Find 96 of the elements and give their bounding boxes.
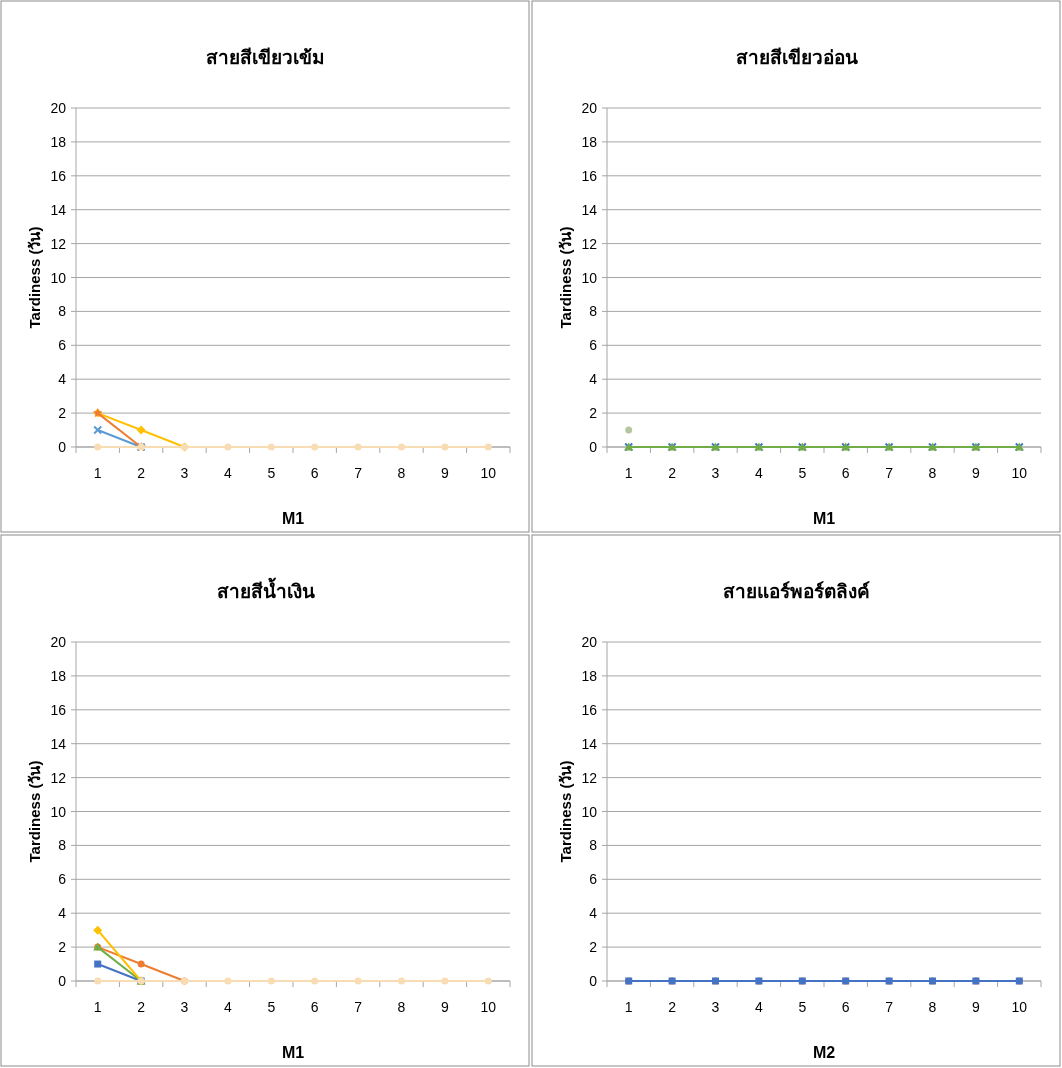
x-tick-label: 9	[441, 999, 449, 1015]
x-tick-label: 1	[624, 999, 633, 1015]
y-tick-label: 20	[50, 100, 67, 116]
y-tick-label: 14	[50, 201, 67, 218]
y-tick-label: 0	[58, 973, 67, 989]
y-tick-label: 14	[581, 201, 598, 218]
y-tick-label: 2	[58, 405, 67, 422]
y-tick-label: 12	[50, 769, 67, 786]
x-tick-label: 5	[798, 465, 807, 481]
y-tick-label: 16	[50, 167, 67, 184]
x-axis-title: M2	[812, 1044, 836, 1061]
y-tick-label: 6	[58, 337, 67, 354]
y-axis-title: Tardiness (วัน)	[557, 226, 574, 329]
x-tick-label: 5	[798, 999, 807, 1015]
y-tick-label: 16	[581, 701, 598, 718]
y-tick-label: 16	[581, 167, 598, 184]
x-tick-label: 7	[885, 999, 894, 1015]
x-tick-label: 1	[624, 465, 633, 481]
y-tick-label: 4	[58, 371, 67, 388]
y-tick-label: 8	[58, 837, 67, 854]
x-tick-label: 8	[397, 465, 406, 481]
x-tick-label: 3	[711, 999, 720, 1015]
x-tick-label: 10	[480, 465, 497, 481]
x-tick-label: 9	[972, 999, 980, 1015]
y-tick-label: 12	[581, 769, 598, 786]
y-tick-label: 18	[50, 667, 67, 684]
chart-title: สายสีน้ำเงิน	[216, 577, 315, 602]
x-tick-label: 3	[180, 999, 189, 1015]
y-tick-label: 10	[50, 803, 67, 820]
y-tick-label: 6	[589, 337, 598, 354]
x-tick-label: 7	[354, 465, 363, 481]
y-tick-label: 18	[581, 133, 598, 150]
y-tick-label: 16	[50, 701, 67, 718]
y-tick-label: 14	[581, 735, 598, 752]
x-tick-label: 5	[267, 999, 276, 1015]
y-tick-label: 10	[50, 269, 67, 286]
x-tick-label: 4	[224, 999, 232, 1015]
x-tick-label: 7	[885, 465, 894, 481]
x-tick-label: 6	[841, 999, 850, 1015]
x-tick-label: 3	[711, 465, 720, 481]
y-tick-label: 6	[58, 871, 67, 888]
x-tick-label: 3	[180, 465, 189, 481]
y-tick-label: 6	[589, 871, 598, 888]
chart-title: สายแอร์พอร์ตลิงค์	[723, 581, 870, 602]
y-tick-label: 4	[589, 905, 598, 922]
x-tick-label: 6	[310, 999, 319, 1015]
y-tick-label: 20	[50, 634, 67, 650]
x-tick-label: 4	[755, 999, 763, 1015]
x-tick-label: 8	[928, 999, 937, 1015]
x-tick-label: 2	[137, 999, 146, 1015]
chart-title: สายสีเขียวเข้ม	[206, 47, 325, 68]
y-tick-label: 18	[50, 133, 67, 150]
y-tick-label: 12	[50, 235, 67, 252]
x-tick-label: 10	[480, 999, 497, 1015]
y-tick-label: 8	[589, 837, 598, 854]
y-tick-label: 2	[589, 939, 598, 956]
y-tick-label: 14	[50, 735, 67, 752]
x-tick-label: 6	[841, 465, 850, 481]
y-tick-label: 10	[581, 803, 598, 820]
y-tick-label: 10	[581, 269, 598, 286]
x-tick-label: 4	[755, 465, 763, 481]
y-tick-label: 8	[58, 303, 67, 320]
y-tick-label: 4	[58, 905, 67, 922]
x-tick-label: 10	[1011, 465, 1028, 481]
x-tick-label: 9	[972, 465, 980, 481]
y-tick-label: 0	[58, 439, 67, 455]
x-tick-label: 4	[224, 465, 232, 481]
x-tick-label: 6	[310, 465, 319, 481]
x-tick-label: 10	[1011, 999, 1028, 1015]
y-axis-title: Tardiness (วัน)	[26, 226, 43, 329]
x-tick-label: 1	[93, 999, 102, 1015]
y-tick-label: 4	[589, 371, 598, 388]
chart-title: สายสีเขียวอ่อน	[735, 47, 858, 68]
y-tick-label: 20	[581, 100, 598, 116]
y-tick-label: 0	[589, 439, 598, 455]
y-tick-label: 20	[581, 634, 598, 650]
y-axis-title: Tardiness (วัน)	[557, 760, 574, 863]
y-tick-label: 0	[589, 973, 598, 989]
x-tick-label: 2	[668, 999, 677, 1015]
y-tick-label: 2	[589, 405, 598, 422]
x-tick-label: 9	[441, 465, 449, 481]
x-tick-label: 8	[928, 465, 937, 481]
x-tick-label: 5	[267, 465, 276, 481]
x-axis-title: M1	[812, 510, 836, 527]
y-tick-label: 12	[581, 235, 598, 252]
x-tick-label: 2	[668, 465, 677, 481]
y-axis-title: Tardiness (วัน)	[26, 760, 43, 863]
x-tick-label: 2	[137, 465, 146, 481]
y-tick-label: 8	[589, 303, 598, 320]
y-tick-label: 2	[58, 939, 67, 956]
x-axis-title: M1	[281, 510, 305, 527]
x-tick-label: 8	[397, 999, 406, 1015]
x-axis-title: M1	[281, 1044, 305, 1061]
x-tick-label: 1	[93, 465, 102, 481]
y-tick-label: 18	[581, 667, 598, 684]
x-tick-label: 7	[354, 999, 363, 1015]
